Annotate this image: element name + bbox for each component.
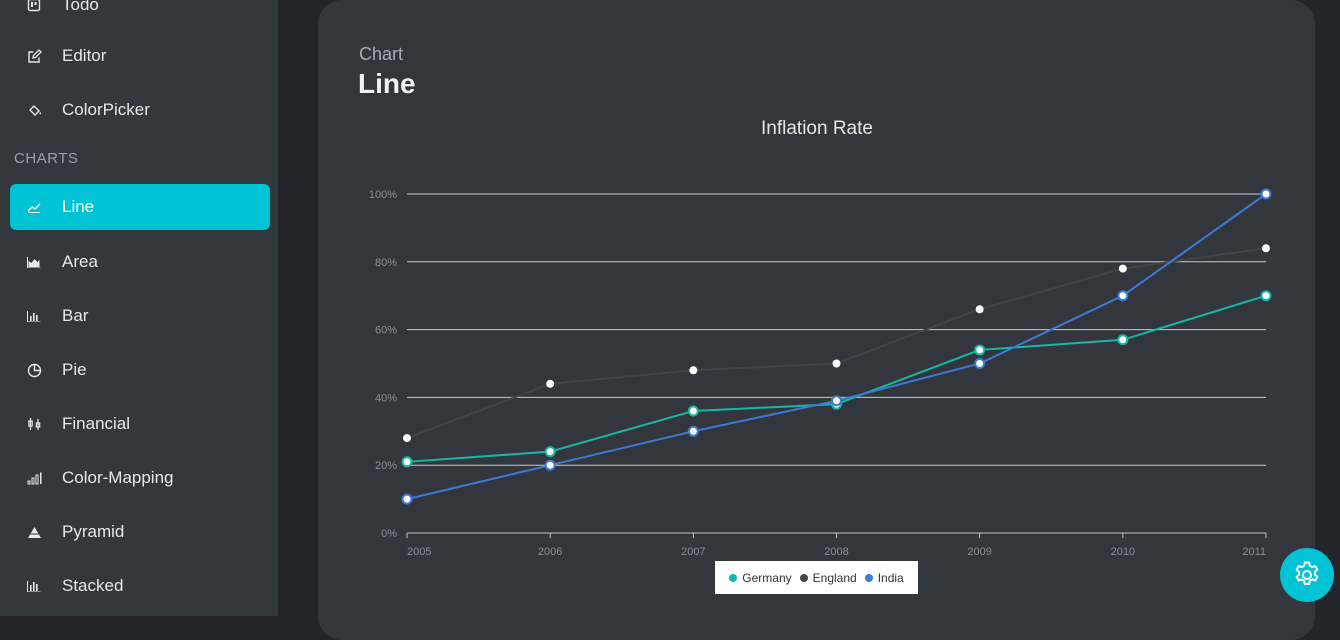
sidebar-section-charts: CHARTS — [14, 150, 79, 167]
y-tick-label: 40% — [375, 392, 397, 404]
line-chart-icon — [26, 199, 42, 215]
area-chart-icon — [26, 254, 42, 270]
pie-chart-icon — [26, 362, 42, 378]
data-point-germany — [687, 405, 699, 417]
line-chart: 0% 20% 40% 60% 80% 100% 2005 2006 2007 2008 2009 20… — [369, 188, 1272, 558]
sidebar-item-label: Todo — [62, 0, 99, 14]
legend-item-germany[interactable]: Germany — [729, 570, 792, 585]
x-tick-label: 2006 — [538, 546, 562, 558]
sidebar-item-label: Editor — [62, 46, 107, 65]
paint-bucket-icon — [26, 102, 42, 118]
data-point-germany — [1260, 290, 1272, 302]
sidebar-item-pyramid[interactable]: Pyramid — [10, 509, 270, 555]
x-tick-label: 2008 — [824, 546, 848, 558]
x-tick-label: 2009 — [967, 546, 991, 558]
sidebar-item-colorpicker[interactable]: ColorPicker — [10, 87, 270, 133]
sidebar-item-label: Line — [62, 197, 95, 216]
sidebar-item-todo[interactable]: Todo — [10, 0, 270, 28]
sidebar-item-label: ColorPicker — [62, 100, 150, 119]
legend-marker-germany — [729, 573, 738, 582]
sidebar-item-label: Bar — [62, 306, 89, 325]
legend-item-england[interactable]: England — [799, 570, 857, 585]
data-point-england — [546, 379, 555, 388]
data-point-india — [401, 493, 413, 505]
data-point-england — [1262, 244, 1270, 253]
sidebar: Todo Editor ColorPicker CHARTS Line Area… — [0, 0, 278, 616]
stacked-bar-icon — [26, 578, 42, 594]
x-tick-label: 2007 — [681, 546, 705, 558]
edit-icon — [26, 48, 42, 64]
y-tick-label: 0% — [381, 528, 397, 540]
sidebar-item-label: Stacked — [62, 576, 124, 595]
data-point-india — [544, 459, 556, 471]
x-tick-label: 2011 — [1242, 546, 1266, 558]
data-point-germany — [544, 446, 556, 458]
page-title: Line — [358, 68, 416, 99]
sidebar-item-label: Color-Mapping — [62, 468, 174, 487]
todo-icon — [26, 0, 42, 13]
settings-button[interactable] — [1280, 548, 1334, 602]
page-subtitle: Chart — [359, 44, 404, 64]
data-point-england — [403, 434, 411, 443]
data-point-india — [1117, 290, 1129, 302]
chart-legend: Germany England India — [715, 561, 918, 594]
legend-label: India — [877, 570, 904, 585]
x-tick-label: 2010 — [1111, 546, 1135, 558]
data-point-germany — [401, 456, 413, 468]
sidebar-item-label: Area — [62, 252, 98, 271]
y-tick-label: 80% — [375, 257, 397, 269]
sidebar-item-editor[interactable]: Editor — [10, 33, 270, 79]
y-tick-label: 20% — [375, 460, 397, 472]
data-point-england — [1118, 264, 1127, 273]
legend-item-india[interactable]: India — [864, 570, 904, 585]
gear-icon — [1292, 560, 1322, 590]
sidebar-item-line[interactable]: Line — [10, 184, 270, 230]
sidebar-item-label: Financial — [62, 414, 131, 433]
legend-label: England — [812, 570, 857, 585]
data-point-india — [831, 395, 842, 407]
data-point-germany — [1117, 334, 1129, 346]
sidebar-item-label: Pie — [62, 360, 87, 379]
pyramid-icon — [26, 524, 42, 540]
x-tick-label: 2005 — [407, 546, 431, 558]
legend-marker-india — [864, 573, 873, 582]
legend-label: Germany — [742, 570, 792, 585]
sidebar-item-bar[interactable]: Bar — [10, 293, 270, 339]
data-point-india — [974, 358, 986, 369]
data-point-germany — [974, 344, 986, 356]
series-line-germany — [406, 294, 1267, 463]
chart-title: Inflation Rate — [761, 118, 873, 139]
data-point-india — [687, 425, 699, 437]
y-tick-label: 100% — [369, 189, 397, 201]
data-point-england — [832, 359, 841, 368]
sidebar-item-pie[interactable]: Pie — [10, 347, 270, 393]
data-point-england — [689, 366, 698, 375]
sidebar-item-label: Pyramid — [62, 522, 125, 541]
sidebar-item-color-mapping[interactable]: Color-Mapping — [10, 455, 270, 501]
data-point-england — [975, 305, 984, 314]
sidebar-item-area[interactable]: Area — [10, 239, 270, 285]
sidebar-item-stacked[interactable]: Stacked — [10, 563, 270, 609]
bar-chart-icon — [26, 308, 42, 324]
signal-bars-icon — [26, 470, 42, 486]
data-point-india — [1260, 188, 1272, 200]
candlestick-icon — [26, 416, 42, 432]
legend-marker-england — [799, 573, 808, 582]
sidebar-item-financial[interactable]: Financial — [10, 401, 270, 447]
y-tick-label: 60% — [375, 325, 397, 337]
